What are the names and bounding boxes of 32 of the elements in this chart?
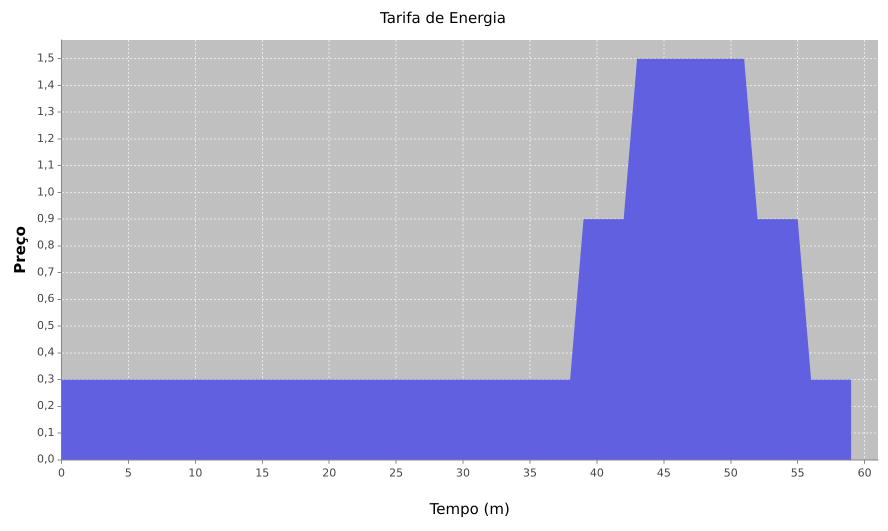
y-tick-label: 1,1 [36, 158, 54, 172]
x-tick-label: 0 [58, 466, 65, 480]
x-tick-label: 30 [456, 466, 470, 480]
x-tick-label: 20 [322, 466, 336, 480]
y-tick-label: 0,8 [36, 238, 54, 252]
x-tick-label: 55 [790, 466, 805, 480]
y-tick-label: 0,7 [36, 265, 54, 278]
y-tick-label: 0,0 [36, 452, 54, 466]
x-tick-label: 10 [188, 466, 202, 480]
y-tick-label: 1,2 [36, 132, 54, 145]
y-tick-label: 0,5 [36, 318, 54, 332]
x-tick-label: 5 [124, 466, 132, 480]
x-tick-label: 50 [724, 466, 738, 480]
x-tick-label: 60 [858, 466, 872, 480]
x-tick-label: 45 [656, 466, 671, 480]
y-tick-label: 0,1 [36, 426, 54, 439]
y-tick-label: 0,2 [36, 399, 54, 412]
y-tick-label: 1,0 [36, 185, 54, 198]
x-tick-label: 40 [590, 466, 604, 480]
y-axis-title: Preço [10, 226, 29, 274]
x-axis-title: Tempo (m) [428, 500, 510, 518]
x-tick-label: 25 [389, 466, 404, 480]
x-tick-label: 15 [255, 466, 270, 480]
y-tick-label: 0,3 [36, 372, 54, 386]
y-tick-label: 1,3 [36, 105, 54, 118]
x-tick-label: 35 [522, 466, 537, 480]
y-tick-label: 1,4 [36, 78, 54, 92]
y-tick-label: 0,9 [36, 212, 54, 226]
y-tick-label: 1,5 [36, 52, 54, 65]
y-tick-label: 0,4 [36, 346, 54, 359]
chart-title: Tarifa de Energia [379, 8, 506, 27]
y-tick-label: 0,6 [36, 292, 54, 306]
